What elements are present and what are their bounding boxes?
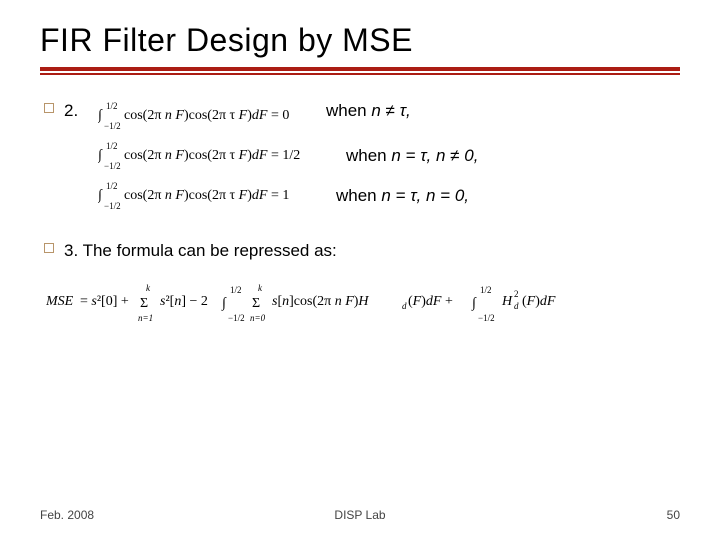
- svg-text:∫: ∫: [98, 108, 103, 123]
- svg-text:(F)dF +: (F)dF +: [408, 294, 453, 309]
- bullet-item-2: 2. ∫ 1/2 −1/2 cos(2π n F)cos(2π τ F)dF =…: [44, 101, 680, 131]
- svg-text:Σ: Σ: [252, 296, 260, 311]
- condition-2: when n = τ, n ≠ 0,: [346, 146, 478, 166]
- svg-text:−1/2: −1/2: [104, 161, 121, 171]
- footer-date: Feb. 2008: [40, 508, 94, 522]
- svg-text:cos(2π n F)cos(2π τ F)dF = 1/2: cos(2π n F)cos(2π τ F)dF = 1/2: [124, 148, 300, 163]
- svg-text:1/2: 1/2: [480, 285, 492, 295]
- svg-text:(F)dF: (F)dF: [522, 294, 556, 309]
- svg-text:d: d: [514, 301, 519, 311]
- title-underline: [40, 67, 680, 77]
- svg-text:k: k: [258, 283, 263, 293]
- mse-formula: MSE = s²[0] + k Σ n=1 s²[n] − 2 ∫ 1/2 −1…: [46, 281, 676, 325]
- svg-text:−1/2: −1/2: [104, 201, 121, 211]
- condition-1: when n ≠ τ,: [326, 101, 411, 121]
- bullet-item-3: 3. The formula can be repressed as:: [44, 241, 680, 261]
- bullet-box-icon: [44, 103, 54, 113]
- svg-text:∫: ∫: [98, 148, 103, 163]
- integral-formula-2: ∫ 1/2 −1/2 cos(2π n F)cos(2π τ F)dF = 1/…: [98, 141, 328, 171]
- item-2-number: 2.: [64, 101, 98, 121]
- svg-text:1/2: 1/2: [106, 181, 118, 191]
- svg-text:cos(2π n F)cos(2π τ F)dF = 0: cos(2π n F)cos(2π τ F)dF = 0: [124, 108, 289, 123]
- formula-row-3: ∫ 1/2 −1/2 cos(2π n F)cos(2π τ F)dF = 1 …: [98, 181, 680, 211]
- svg-text:Σ: Σ: [140, 296, 148, 311]
- svg-text:= s²[0] +: = s²[0] +: [80, 294, 129, 309]
- slide-footer: Feb. 2008 DISP Lab 50: [40, 508, 680, 522]
- svg-text:n=0: n=0: [250, 313, 266, 323]
- svg-text:1/2: 1/2: [106, 141, 118, 151]
- condition-3: when n = τ, n = 0,: [336, 186, 469, 206]
- svg-text:d: d: [402, 301, 407, 311]
- svg-text:s²[n] − 2: s²[n] − 2: [160, 294, 208, 309]
- svg-text:∫: ∫: [221, 296, 227, 311]
- item-3-text: 3. The formula can be repressed as:: [64, 241, 337, 261]
- svg-text:∫: ∫: [98, 188, 103, 203]
- bullet-box-icon: [44, 243, 54, 253]
- slide-title: FIR Filter Design by MSE: [40, 22, 680, 59]
- svg-text:n=1: n=1: [138, 313, 153, 323]
- svg-text:−1/2: −1/2: [228, 313, 245, 323]
- slide-content: 2. ∫ 1/2 −1/2 cos(2π n F)cos(2π τ F)dF =…: [40, 101, 680, 330]
- svg-text:1/2: 1/2: [230, 285, 242, 295]
- svg-text:2: 2: [514, 289, 519, 299]
- svg-text:1/2: 1/2: [106, 101, 118, 111]
- footer-lab: DISP Lab: [334, 508, 385, 522]
- svg-text:k: k: [146, 283, 151, 293]
- svg-text:−1/2: −1/2: [104, 121, 121, 131]
- svg-text:−1/2: −1/2: [478, 313, 495, 323]
- integral-formula-1: ∫ 1/2 −1/2 cos(2π n F)cos(2π τ F)dF = 0: [98, 101, 308, 131]
- svg-text:s[n]cos(2π n F)H: s[n]cos(2π n F)H: [272, 294, 369, 309]
- formula-row-2: ∫ 1/2 −1/2 cos(2π n F)cos(2π τ F)dF = 1/…: [98, 141, 680, 171]
- svg-text:H: H: [501, 294, 513, 309]
- svg-text:∫: ∫: [471, 296, 477, 311]
- svg-text:cos(2π n F)cos(2π τ F)dF = 1: cos(2π n F)cos(2π τ F)dF = 1: [124, 188, 289, 203]
- integral-formula-3: ∫ 1/2 −1/2 cos(2π n F)cos(2π τ F)dF = 1: [98, 181, 318, 211]
- footer-page-number: 50: [667, 508, 680, 522]
- svg-text:MSE: MSE: [46, 294, 74, 309]
